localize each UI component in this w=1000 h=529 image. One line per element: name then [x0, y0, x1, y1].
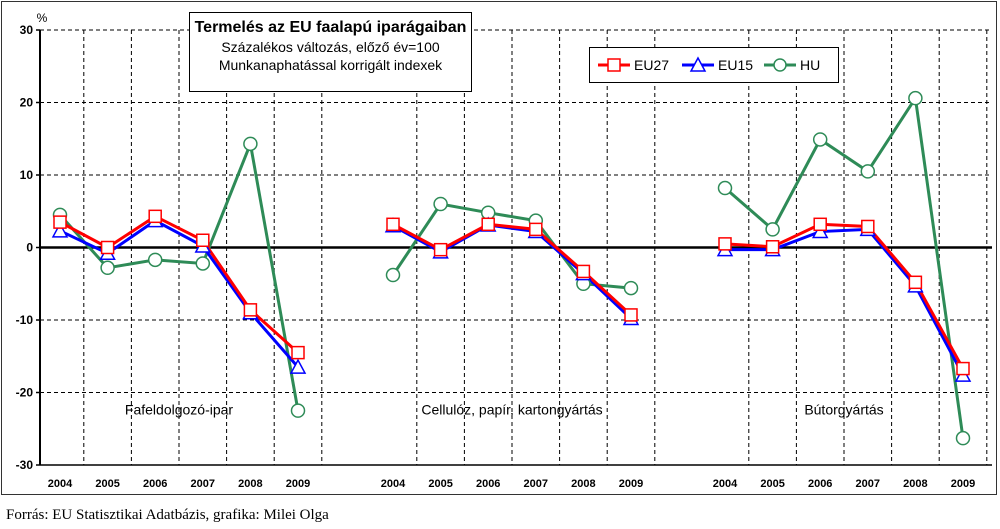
chart-subtitle-2: Munkanaphatással korrigált indexek: [218, 57, 443, 73]
line-chart: 30 20 10 0 -10 -20 -30% 2004 2005 2006 2007 2008 200…: [16, 11, 992, 490]
y-tick-label: -20: [16, 386, 34, 400]
chart-subtitle-1: Százalékos változás, előző év=100: [221, 39, 440, 55]
source-footer: Forrás: EU Statisztikai Adatbázis, grafi…: [6, 507, 329, 523]
data-point-eu27: [908, 275, 923, 290]
y-tick-label: 10: [20, 168, 34, 182]
data-point-hu: [385, 267, 401, 283]
legend-item-eu15: EU15: [680, 54, 753, 76]
data-point-eu15: [51, 222, 69, 238]
x-tick-label: 2004: [48, 478, 73, 490]
x-tick-label: 2008: [238, 478, 262, 490]
data-point-hu: [147, 252, 163, 268]
group-label: Bútorgyártás: [804, 401, 883, 417]
data-point-hu: [908, 90, 923, 106]
series-line-hu: [724, 93, 965, 439]
x-tick-label: 2006: [143, 478, 167, 490]
series-line-eu27: [392, 222, 633, 317]
data-point-eu27: [529, 222, 543, 237]
data-point-eu27: [956, 361, 970, 376]
x-tick-label: 2007: [856, 478, 880, 490]
data-point-eu27: [243, 303, 258, 317]
data-point-eu27: [196, 233, 210, 247]
legend-item-eu27: EU27: [596, 54, 669, 76]
series-line-eu15: [725, 227, 965, 376]
data-point-eu27: [861, 219, 875, 234]
series-line-eu27: [59, 214, 300, 354]
data-point-hu: [100, 260, 115, 276]
y-axis-unit-label: %: [37, 11, 48, 25]
data-point-eu27: [765, 240, 780, 254]
data-point-hu: [290, 403, 306, 418]
data-point-eu27: [291, 345, 305, 360]
data-point-eu27: [100, 240, 115, 255]
x-tick-label: 2004: [713, 478, 738, 490]
data-point-hu: [765, 222, 780, 237]
data-point-eu27: [576, 264, 591, 279]
y-tick-label: 20: [20, 96, 34, 110]
series-line-hu: [58, 138, 300, 411]
x-tick-label: 2008: [903, 478, 927, 490]
data-point-hu: [955, 430, 971, 446]
data-point-eu15: [289, 358, 307, 374]
data-point-hu: [860, 164, 876, 179]
x-tick-label: 2007: [524, 478, 548, 490]
data-point-hu: [812, 132, 828, 147]
data-point-eu27: [718, 237, 732, 251]
legend-label-eu15: EU15: [718, 57, 754, 73]
y-tick-label: 30: [20, 23, 34, 37]
x-tick-label: 2009: [951, 478, 975, 490]
x-tick-label: 2008: [571, 478, 595, 490]
chart-frame: 30 20 10 0 -10 -20 -30% 2004 2005 2006 2007 2008 200…: [1, 1, 997, 495]
legend-square-marker-icon: [598, 58, 630, 72]
data-point-eu27: [386, 217, 400, 232]
y-tick-label: -30: [16, 458, 34, 472]
x-tick-label: 2009: [286, 478, 310, 490]
data-point-eu27: [433, 242, 448, 257]
data-point-eu27: [53, 215, 67, 229]
data-point-hu: [717, 180, 733, 196]
legend-item-hu: HU: [762, 54, 820, 76]
series-line-eu15: [59, 218, 300, 369]
data-point-hu: [195, 256, 211, 271]
x-tick-label: 2005: [428, 478, 452, 490]
data-point-eu27: [624, 308, 638, 322]
data-point-eu27: [813, 217, 827, 232]
group-label: Fafeldolgozó-ipar: [125, 401, 234, 417]
data-point-eu27: [481, 217, 495, 232]
chart-legend: EU27 EU15 HU: [589, 47, 839, 83]
x-tick-label: 2004: [381, 478, 406, 490]
data-point-hu: [623, 280, 639, 296]
legend-triangle-marker-icon: [682, 56, 714, 72]
data-point-hu: [433, 196, 448, 212]
legend-circle-marker-icon: [764, 58, 796, 72]
series-line-eu27: [724, 222, 965, 370]
x-tick-label: 2006: [476, 478, 500, 490]
y-tick-label: 0: [26, 241, 33, 255]
x-tick-label: 2005: [760, 478, 784, 490]
chart-title: Termelés az EU faalapú iparágaiban: [194, 19, 467, 36]
legend-label-hu: HU: [800, 57, 821, 73]
x-tick-label: 2007: [191, 478, 215, 490]
group-label: Cellulóz, papír, kartongyártás: [421, 401, 602, 417]
x-tick-label: 2006: [808, 478, 832, 490]
data-point-eu27: [148, 209, 162, 224]
x-tick-label: 2005: [95, 478, 119, 490]
y-tick-label: -10: [16, 313, 34, 327]
x-tick-label: 2009: [619, 478, 643, 490]
legend-label-eu27: EU27: [634, 57, 670, 73]
data-point-hu: [243, 136, 258, 152]
chart-title-box: Termelés az EU faalapú iparágaiban Száza…: [189, 12, 472, 92]
series-line-hu: [391, 202, 632, 290]
